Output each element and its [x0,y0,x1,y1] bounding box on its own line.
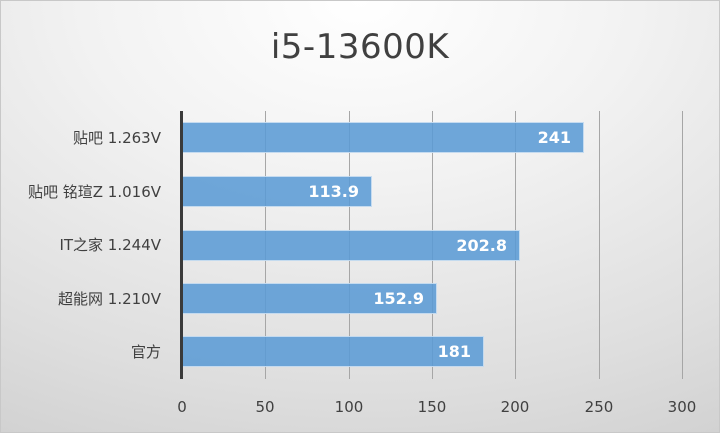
plot-area: 241 113.9 202.8 152.9 181 [180,111,683,379]
x-tick-label: 300 [667,398,697,416]
bar-3: 152.9 [182,283,437,314]
category-label: 超能网 1.210V [58,290,161,308]
category-label: 贴吧 铭瑄Z 1.016V [27,183,161,201]
x-tick-label: 150 [417,398,447,416]
gridline-250 [599,111,600,379]
category-label: IT之家 1.244V [59,236,161,254]
x-tick-label: 50 [255,398,275,416]
bar-value-label: 113.9 [308,182,359,201]
category-label: 贴吧 1.263V [73,129,161,147]
category-label: 官方 [130,343,161,361]
x-tick-label: 0 [177,398,187,416]
bar-1: 113.9 [182,176,372,207]
bar-value-label: 181 [437,342,471,361]
chart-title: i5-13600K [270,27,450,67]
x-tick-label: 250 [584,398,614,416]
x-tick-label: 200 [500,398,530,416]
bar-value-label: 202.8 [456,236,507,255]
x-tick-label: 100 [334,398,364,416]
gridline-300 [682,111,683,379]
y-axis-line [180,111,183,379]
bar-value-label: 241 [537,128,571,147]
bar-4: 181 [182,336,484,367]
bar-2: 202.8 [182,230,520,261]
bar-0: 241 [182,122,584,153]
bar-value-label: 152.9 [373,289,424,308]
